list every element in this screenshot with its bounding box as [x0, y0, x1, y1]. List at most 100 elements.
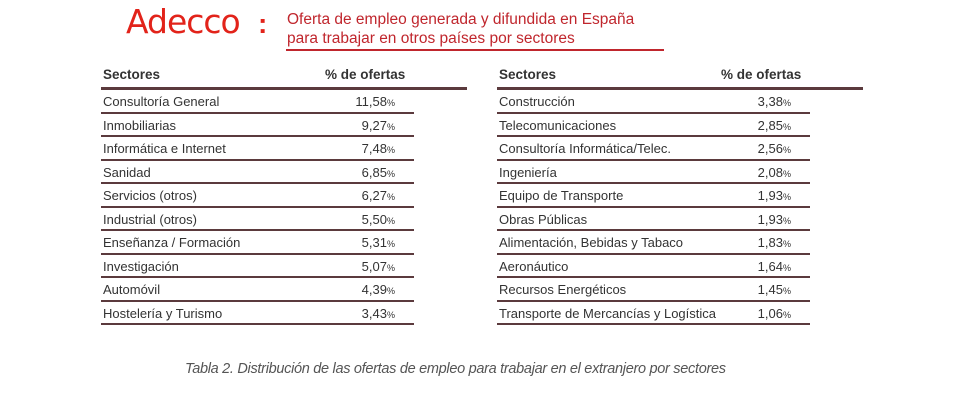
percent-value: 1,93: [757, 211, 783, 227]
percent-sign: %: [782, 262, 791, 273]
sector-name: Transporte de Mercancías y Logística: [499, 305, 717, 321]
sector-percent: 4,39%: [362, 282, 395, 297]
sector-name: Informática e Internet: [103, 141, 226, 156]
percent-value: 6,27: [361, 188, 387, 203]
sector-name: Industrial (otros): [103, 211, 197, 227]
header-percent: % de ofertas: [721, 67, 802, 82]
table-row: Equipo de Transporte 1,93%: [497, 184, 810, 208]
sector-name: Investigación: [103, 258, 179, 274]
sector-name: Consultoría General: [103, 94, 220, 109]
percent-value: 9,27: [361, 117, 387, 133]
percent-sign: %: [782, 121, 791, 132]
sectors-table-left: Sectores % de ofertas Consultoría Genera…: [101, 67, 467, 325]
sector-percent: 3,43%: [362, 306, 395, 321]
percent-value: 5,07: [361, 258, 387, 274]
percent-value: 2,56: [757, 141, 783, 156]
sector-name: Consultoría Informática/Telec.: [499, 141, 671, 156]
percent-sign: %: [782, 192, 791, 202]
percent-value: 2,85: [757, 117, 783, 133]
sector-name: Sanidad: [103, 164, 151, 180]
table-row: Aeronáutico 1,64%: [497, 255, 810, 278]
sector-percent: 1,83%: [758, 235, 791, 250]
table-row: Hostelería y Turismo 3,43%: [101, 302, 414, 325]
table-body: Construcción 3,38% Telecomunicaciones 2,85%…: [497, 90, 863, 325]
table-header: Sectores % de ofertas: [101, 67, 467, 87]
table-row: Informática e Internet 7,48%: [101, 137, 414, 161]
sector-name: Recursos Energéticos: [499, 282, 627, 297]
sector-percent: 5,07%: [362, 259, 395, 274]
percent-sign: %: [782, 215, 791, 226]
table-body: Consultoría General 11,58% Inmobiliarias 9,…: [101, 90, 467, 325]
percent-sign: %: [386, 121, 395, 132]
percent-value: 4,39: [361, 282, 387, 297]
sector-name: Obras Públicas: [499, 211, 588, 227]
sector-percent: 7,48%: [362, 141, 395, 156]
percent-value: 11,58: [355, 94, 387, 109]
table-row: Servicios (otros) 6,27%: [101, 184, 414, 208]
percent-sign: %: [386, 215, 395, 226]
percent-sign: %: [386, 239, 395, 249]
percent-sign: %: [386, 98, 395, 108]
sector-name: Equipo de Transporte: [499, 188, 624, 203]
percent-sign: %: [782, 309, 791, 320]
title-colon: :: [258, 8, 268, 39]
sector-percent: 5,50%: [362, 212, 395, 227]
adecco-logo: Adecco: [126, 2, 241, 41]
percent-value: 1,93: [757, 188, 783, 203]
table-row: Consultoría Informática/Telec. 2,56%: [497, 137, 810, 161]
header-sectors: Sectores: [103, 67, 161, 82]
sector-name: Telecomunicaciones: [499, 117, 617, 133]
table-row: Alimentación, Bebidas y Tabaco 1,83%: [497, 231, 810, 255]
table-row: Consultoría General 11,58%: [101, 90, 414, 114]
sector-percent: 6,27%: [362, 188, 395, 203]
sector-percent: 2,08%: [758, 165, 791, 180]
table-row: Recursos Energéticos 1,45%: [497, 278, 810, 302]
title-line-1: Oferta de empleo generada y difundida en…: [287, 11, 635, 28]
percent-value: 6,85: [361, 164, 387, 180]
sector-percent: 2,56%: [758, 141, 791, 156]
table-row: Construcción 3,38%: [497, 90, 810, 114]
table-row: Sanidad 6,85%: [101, 161, 414, 184]
percent-sign: %: [782, 98, 791, 108]
sector-name: Inmobiliarias: [103, 117, 176, 133]
title-line-2: para trabajar en otros países por sector…: [287, 30, 575, 47]
sector-percent: 2,85%: [758, 118, 791, 133]
sector-name: Alimentación, Bebidas y Tabaco: [499, 235, 684, 250]
percent-sign: %: [782, 168, 791, 179]
header-sectors: Sectores: [499, 67, 557, 82]
sector-name: Enseñanza / Formación: [103, 235, 241, 250]
percent-value: 5,31: [361, 235, 387, 250]
sector-name: Ingeniería: [499, 164, 557, 180]
percent-value: 3,43: [361, 305, 387, 321]
percent-value: 1,83: [757, 235, 783, 250]
sector-percent: 1,64%: [758, 259, 791, 274]
percent-sign: %: [386, 286, 395, 296]
table-row: Industrial (otros) 5,50%: [101, 208, 414, 231]
sector-percent: 11,58%: [355, 94, 395, 109]
percent-value: 3,38: [757, 94, 783, 109]
percent-value: 1,45: [757, 282, 783, 297]
sector-percent: 9,27%: [362, 118, 395, 133]
sector-percent: 1,93%: [758, 188, 791, 203]
percent-value: 5,50: [361, 211, 387, 227]
table-header: Sectores % de ofertas: [497, 67, 863, 87]
header-percent: % de ofertas: [325, 67, 406, 82]
sector-percent: 1,45%: [758, 282, 791, 297]
sector-percent: 3,38%: [758, 94, 791, 109]
sector-name: Construcción: [499, 94, 575, 109]
percent-value: 7,48: [361, 141, 387, 156]
table-row: Telecomunicaciones 2,85%: [497, 114, 810, 137]
percent-sign: %: [782, 145, 791, 155]
percent-sign: %: [782, 239, 791, 249]
sector-percent: 1,06%: [758, 306, 791, 321]
percent-value: 2,08: [757, 164, 783, 180]
table-row: Automóvil 4,39%: [101, 278, 414, 302]
header-rule: [101, 87, 467, 90]
sector-percent: 5,31%: [362, 235, 395, 250]
percent-sign: %: [386, 145, 395, 155]
sector-name: Aeronáutico: [499, 258, 569, 274]
table-row: Investigación 5,07%: [101, 255, 414, 278]
title-underline: [286, 49, 664, 51]
sector-percent: 1,93%: [758, 212, 791, 227]
sector-name: Automóvil: [103, 282, 161, 297]
